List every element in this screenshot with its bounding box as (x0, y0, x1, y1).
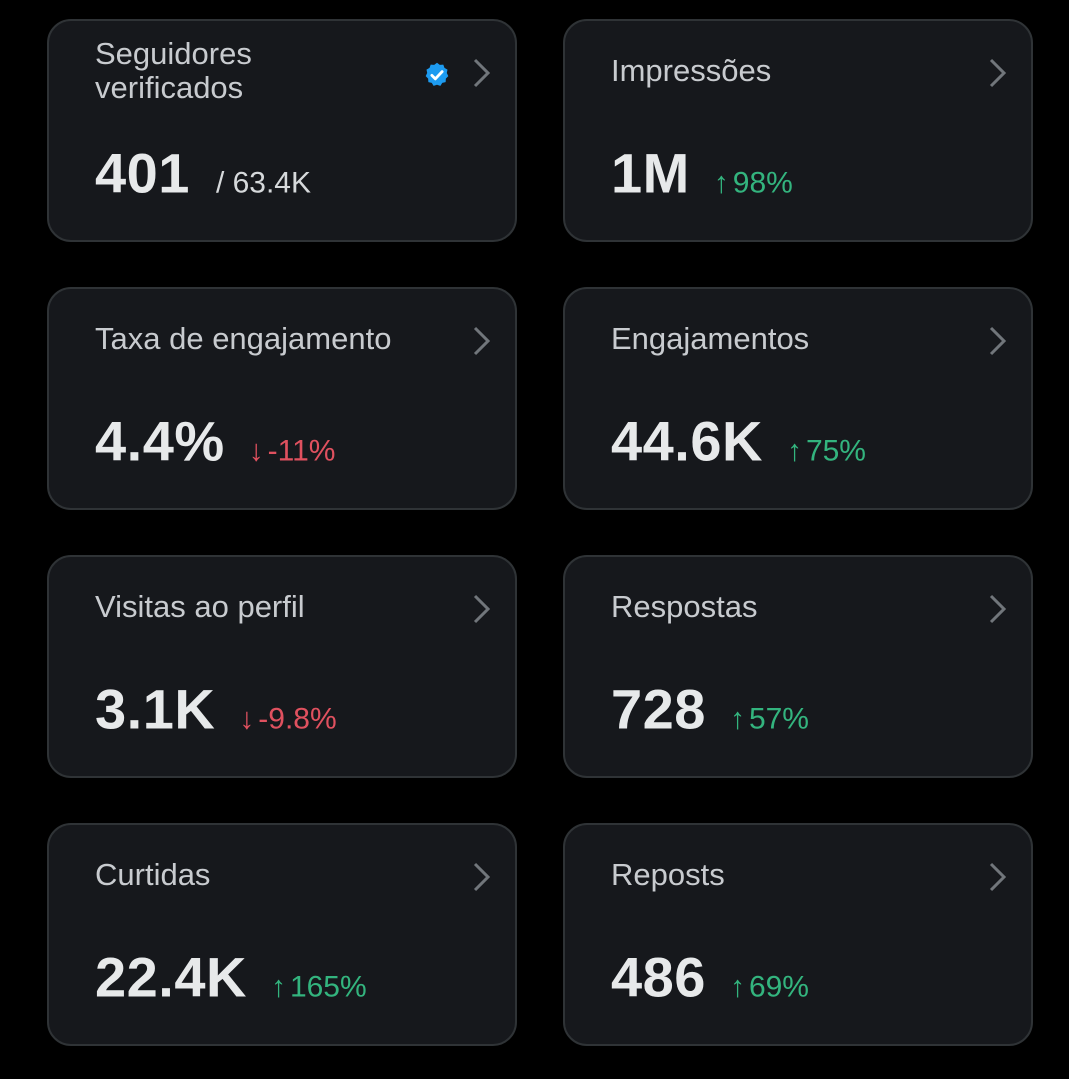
change-percent: 98% (732, 166, 793, 200)
metric-change: ↑ 75% (787, 435, 866, 469)
metric-value: 401 (95, 141, 190, 205)
chevron-right-icon (989, 594, 1007, 624)
metric-value-row: 4.4% ↓ -11% (95, 409, 335, 474)
card-profile-visits[interactable]: Visitas ao perfil 3.1K ↓ -9.8% (47, 555, 517, 778)
arrow-up-icon: ↑ (786, 434, 802, 468)
metric-change: ↑ 57% (730, 703, 809, 737)
arrow-up-icon: ↑ (713, 166, 729, 200)
chevron-right-icon (989, 862, 1007, 892)
card-replies[interactable]: Respostas 728 ↑ 57% (563, 555, 1033, 778)
metrics-grid: Seguidores verificados 401 / 63.4K Impre… (47, 19, 1033, 1046)
card-title: Taxa de engajamento (95, 321, 392, 356)
metric-value-row: 22.4K ↑ 165% (95, 945, 367, 1010)
card-engagements[interactable]: Engajamentos 44.6K ↑ 75% (563, 287, 1033, 510)
arrow-up-icon: ↑ (729, 970, 745, 1004)
arrow-down-icon: ↓ (248, 434, 264, 468)
metric-value: 4.4% (95, 409, 225, 473)
arrow-up-icon: ↑ (729, 702, 745, 736)
metric-value: 728 (611, 677, 706, 741)
metric-change: ↓ -11% (249, 435, 336, 469)
card-impressions[interactable]: Impressões 1M ↑ 98% (563, 19, 1033, 242)
metric-total: / 63.4K (215, 166, 312, 200)
metric-change: ↑ 98% (714, 167, 793, 201)
metric-value: 1M (611, 141, 690, 205)
card-likes[interactable]: Curtidas 22.4K ↑ 165% (47, 823, 517, 1046)
change-percent: 75% (805, 434, 866, 468)
card-reposts[interactable]: Reposts 486 ↑ 69% (563, 823, 1033, 1046)
metric-value-row: 401 / 63.4K (95, 141, 311, 206)
card-title: Impressões (611, 53, 772, 88)
card-verified-followers[interactable]: Seguidores verificados 401 / 63.4K (47, 19, 517, 242)
card-title: Seguidores verificados (95, 36, 252, 105)
metric-value-row: 1M ↑ 98% (611, 141, 793, 206)
chevron-right-icon (473, 862, 491, 892)
metric-value: 44.6K (611, 409, 763, 473)
change-percent: 165% (289, 970, 367, 1004)
metric-value: 486 (611, 945, 706, 1009)
card-title: Engajamentos (611, 321, 810, 356)
metric-value: 3.1K (95, 677, 216, 741)
metric-value-row: 3.1K ↓ -9.8% (95, 677, 337, 742)
chevron-right-icon (473, 326, 491, 356)
metric-change: ↑ 69% (730, 971, 809, 1005)
metric-value-row: 486 ↑ 69% (611, 945, 809, 1010)
card-title: Respostas (611, 589, 758, 624)
chevron-right-icon (473, 594, 491, 624)
metric-value: 22.4K (95, 945, 247, 1009)
metric-value-row: 44.6K ↑ 75% (611, 409, 866, 474)
metric-change: ↑ 165% (271, 971, 367, 1005)
card-engagement-rate[interactable]: Taxa de engajamento 4.4% ↓ -11% (47, 287, 517, 510)
change-percent: -11% (267, 434, 336, 468)
card-title: Curtidas (95, 857, 211, 892)
verified-badge-icon (425, 62, 449, 86)
chevron-right-icon (989, 326, 1007, 356)
card-title: Visitas ao perfil (95, 589, 305, 624)
arrow-down-icon: ↓ (239, 702, 255, 736)
change-percent: 69% (748, 970, 809, 1004)
metric-value-row: 728 ↑ 57% (611, 677, 809, 742)
chevron-right-icon (989, 58, 1007, 88)
change-percent: -9.8% (258, 702, 337, 736)
chevron-right-icon (473, 58, 491, 88)
metric-change: ↓ -9.8% (239, 703, 336, 737)
change-percent: 57% (748, 702, 809, 736)
card-title: Reposts (611, 857, 725, 892)
arrow-up-icon: ↑ (270, 970, 286, 1004)
